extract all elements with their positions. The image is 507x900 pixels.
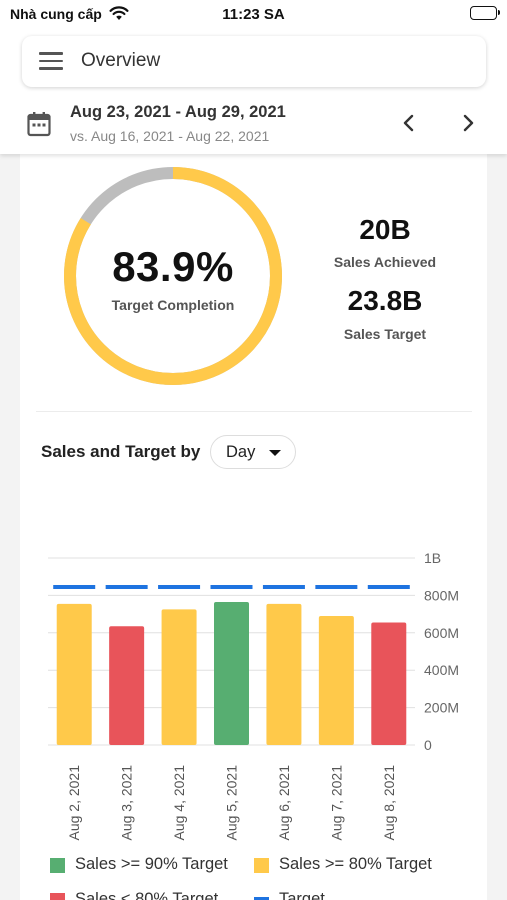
legend-swatch-red [50,893,65,900]
legend-label-ge90: Sales >= 90% Target [75,855,228,873]
carrier-name: Nhà cung cấp [10,6,102,22]
legend-item-ge90: Sales >= 90% Target [50,855,260,877]
page-title: Overview [81,50,161,71]
legend-item-lt80: Sales < 80% Target [50,890,260,900]
legend-label-lt80: Sales < 80% Target [75,890,219,900]
sales-achieved-label: Sales Achieved [333,254,437,270]
date-range-bar: Aug 23, 2021 - Aug 29, 2021 vs. Aug 16, … [0,96,507,152]
app-bar: Overview [22,36,486,87]
hamburger-menu-icon[interactable] [39,52,63,70]
chart-section-title: Sales and Target by [41,442,201,461]
period-dropdown[interactable]: Day [210,435,296,469]
status-bar: Nhà cung cấp 11:23 SA [0,0,507,30]
chevron-left-icon[interactable] [398,112,420,134]
legend-swatch-yellow [254,858,269,873]
sales-target-value: 23.8B [347,285,423,316]
legend-swatch-blue [254,897,269,900]
period-selected-value: Day [226,443,256,461]
caret-down-icon [269,450,281,456]
clock: 11:23 SA [222,6,285,23]
gauge-progress [64,167,282,385]
current-date-range[interactable]: Aug 23, 2021 - Aug 29, 2021 [70,103,286,121]
target-completion-gauge [64,167,282,385]
sales-target-label: Sales Target [343,326,427,342]
calendar-icon[interactable] [27,111,51,142]
completion-label: Target Completion [111,297,235,313]
legend-item-target: Target [254,890,454,900]
divider [36,411,472,412]
battery-icon [470,6,500,20]
sales-achieved-value: 20B [359,214,411,245]
comparison-date-range: vs. Aug 16, 2021 - Aug 22, 2021 [70,128,270,144]
overview-card [20,150,487,900]
completion-percentage: 83.9% [112,243,234,290]
chevron-right-icon[interactable] [457,112,479,134]
legend-item-ge80: Sales >= 80% Target [254,855,454,877]
legend-label-target: Target [279,890,325,900]
wifi-icon [109,5,129,26]
legend-swatch-green [50,858,65,873]
header-area: Overview Aug 23, 2021 - Aug 29, 2021 vs.… [0,30,507,154]
legend-label-ge80: Sales >= 80% Target [279,855,432,873]
